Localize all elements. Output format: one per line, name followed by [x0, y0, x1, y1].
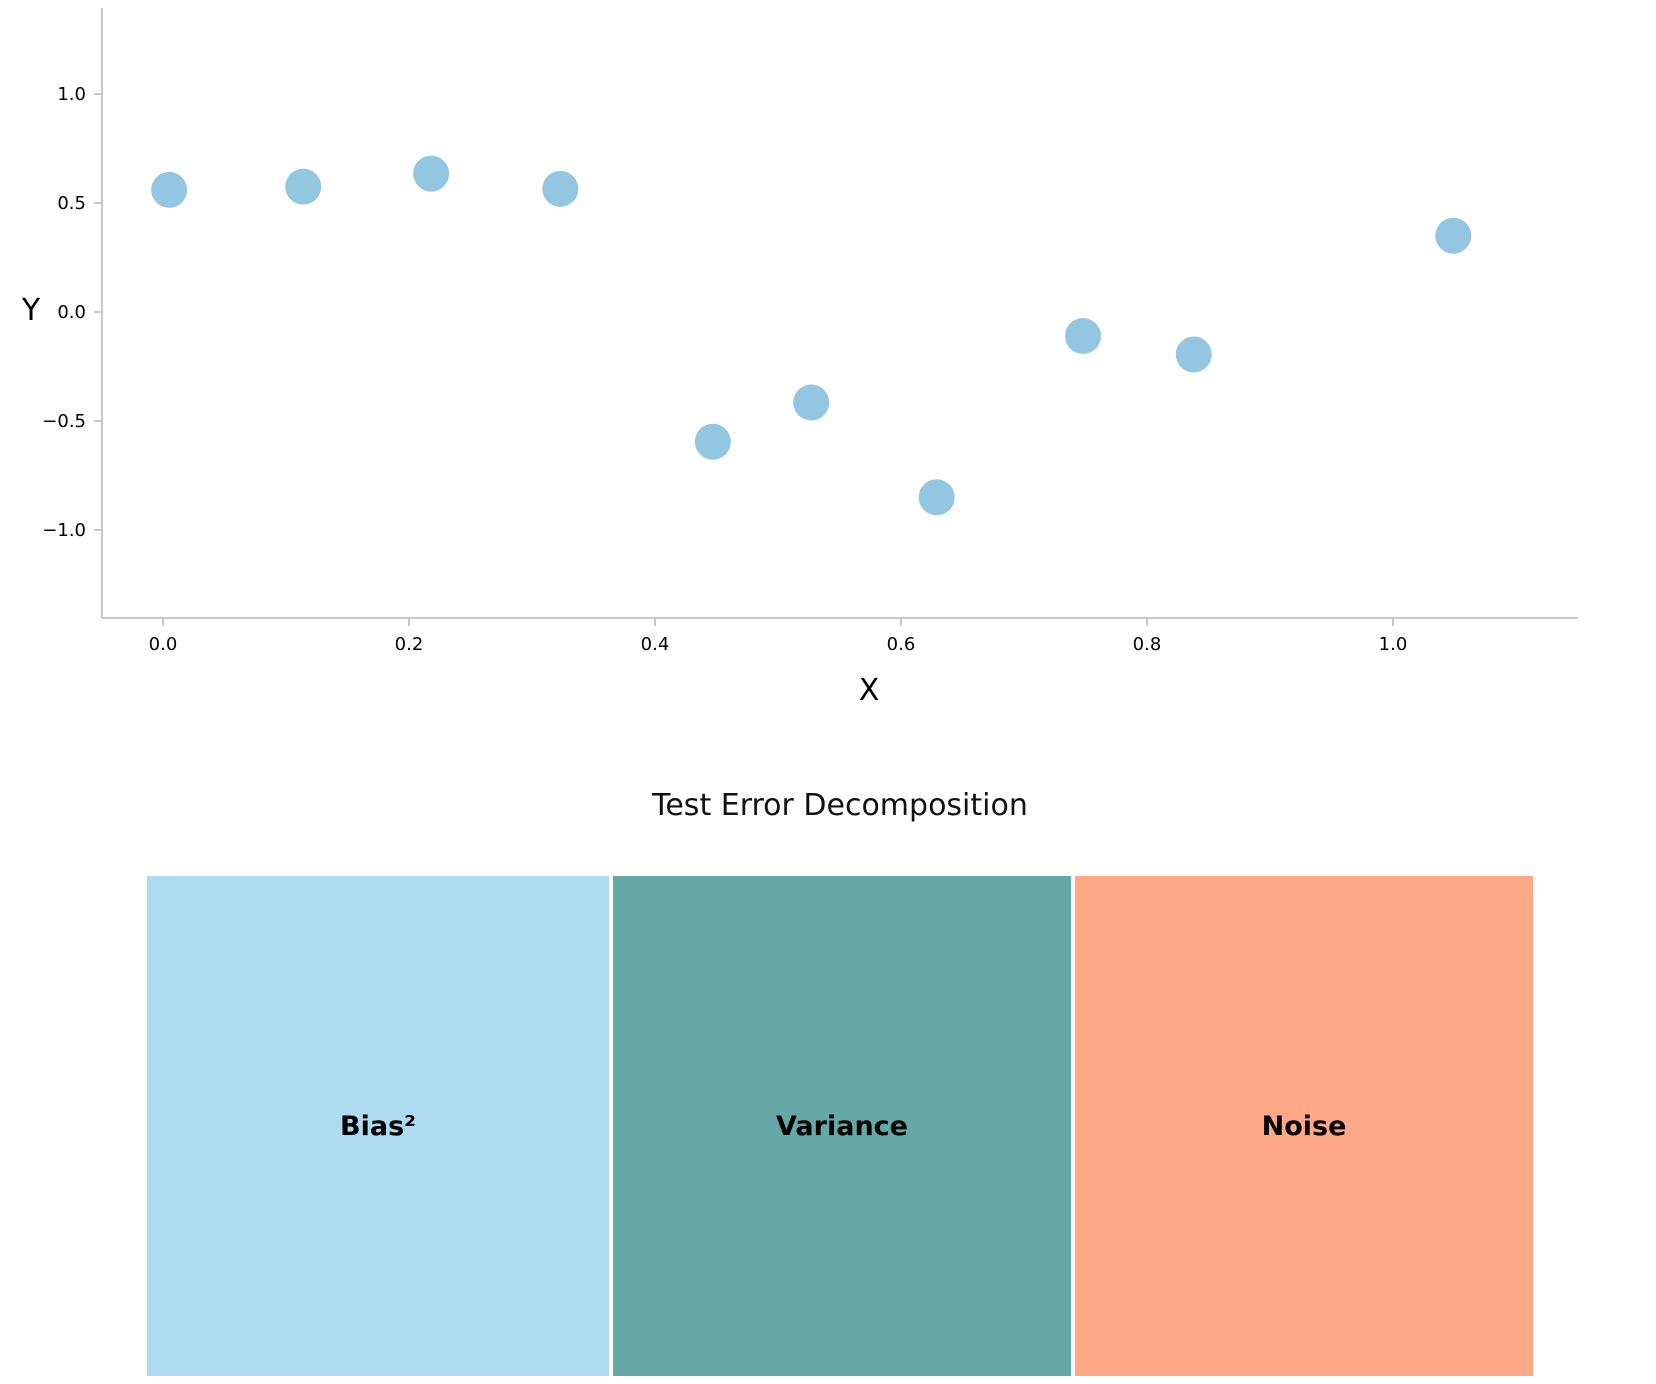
- scatter-point: [151, 171, 188, 208]
- decomposition-title: Test Error Decomposition: [652, 788, 1028, 823]
- y-tick-label: 0.0: [57, 302, 86, 323]
- scatter-axes: [101, 8, 1578, 619]
- y-tick-label: −1.0: [42, 520, 86, 541]
- x-axis-ticks: 0.0 0.2 0.4 0.6 0.8 1.0: [149, 618, 1408, 655]
- x-tick-label: 0.4: [641, 634, 670, 655]
- scatter-point: [1435, 217, 1472, 254]
- scatter-point: [918, 479, 955, 516]
- scatter-point: [285, 168, 322, 205]
- segment-label-noise: Noise: [1261, 1110, 1347, 1142]
- y-tick-label: 1.0: [57, 84, 86, 105]
- segment-variance: Variance: [609, 876, 1071, 1376]
- x-tick-label: 1.0: [1379, 634, 1408, 655]
- y-tick-label: −0.5: [42, 411, 86, 432]
- y-tick-label: 0.5: [57, 193, 86, 214]
- scatter-point: [1065, 317, 1102, 354]
- x-axis-title: X: [859, 673, 880, 708]
- segment-label-bias: Bias²: [340, 1110, 416, 1142]
- x-tick-label: 0.0: [149, 634, 178, 655]
- segment-label-variance: Variance: [776, 1110, 908, 1142]
- scatter-point: [793, 384, 830, 421]
- x-tick-label: 0.8: [1133, 634, 1162, 655]
- scatter-point: [542, 170, 579, 207]
- segment-bias: Bias²: [147, 876, 609, 1376]
- scatter-points: [151, 155, 1472, 516]
- scatter-point: [413, 155, 450, 192]
- y-axis-ticks: 1.0 0.5 0.0 −0.5 −1.0: [42, 84, 102, 541]
- segment-noise: Noise: [1071, 876, 1533, 1376]
- x-tick-label: 0.2: [395, 634, 424, 655]
- scatter-point: [1175, 336, 1212, 373]
- error-decomposition-bar: Bias² Variance Noise: [147, 876, 1533, 1376]
- x-tick-label: 0.6: [887, 634, 916, 655]
- scatter-chart: 0.0 0.2 0.4 0.6 0.8 1.0 1.0 0.5 0.0 −0.5 −1.0 X Y: [21, 8, 1578, 708]
- scatter-point: [694, 423, 731, 460]
- y-axis-title: Y: [21, 293, 41, 328]
